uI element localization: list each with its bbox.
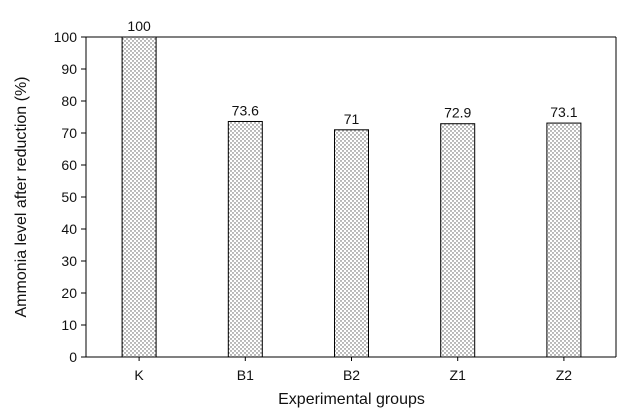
y-tick-label: 80 [61,93,77,109]
data-label: 72.9 [444,105,471,121]
y-tick-label: 70 [61,125,77,141]
y-tick-label: 20 [61,285,77,301]
bars-group [121,36,582,358]
x-tick-label: B1 [237,367,254,383]
y-axis-title: Ammonia level after reduction (%) [13,77,30,318]
data-label: 100 [127,18,151,34]
y-tick-label: 50 [61,189,77,205]
bar-z2 [546,122,582,358]
data-label: 73.1 [550,104,577,120]
y-tick-label: 40 [61,221,77,237]
y-axis-ticks: 0 10 20 30 40 50 60 70 80 90 100 [54,29,86,365]
y-tick-label: 30 [61,253,77,269]
data-label: 71 [344,111,360,127]
x-tick-label: Z2 [556,367,573,383]
bar-z1 [440,123,476,358]
data-label: 73.6 [232,102,259,118]
x-axis-tick-labels: K B1 B2 Z1 Z2 [134,357,572,383]
x-tick-label: Z1 [450,367,467,383]
x-tick-label: K [134,367,144,383]
data-labels-group: 100 73.6 71 72.9 73.1 [127,18,577,127]
bar-b1 [227,120,263,358]
y-tick-label: 90 [61,61,77,77]
y-tick-label: 100 [54,29,78,45]
bar-k [121,36,157,358]
y-tick-label: 0 [69,349,77,365]
x-axis-title: Experimental groups [278,391,425,408]
y-tick-label: 10 [61,317,77,333]
x-tick-label: B2 [343,367,360,383]
y-tick-label: 60 [61,157,77,173]
bar-b2 [334,129,369,358]
